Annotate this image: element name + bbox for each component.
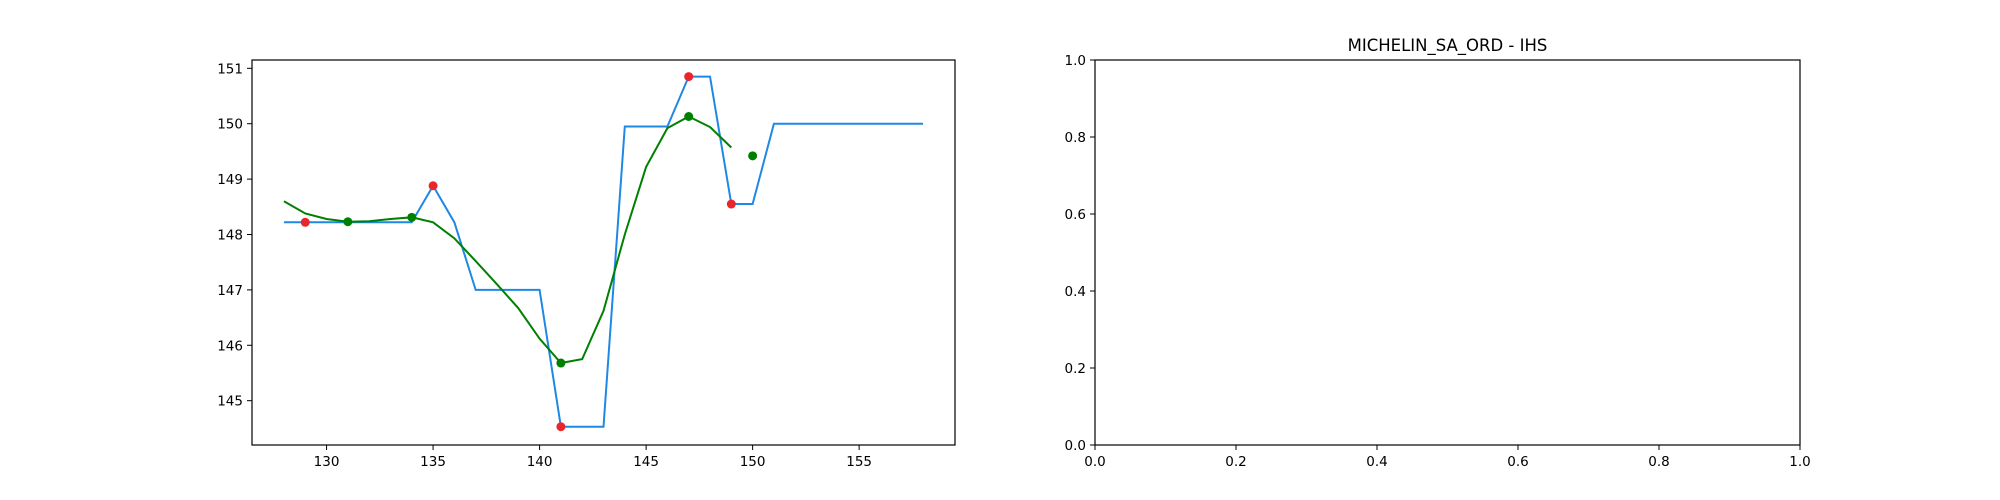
y-tick-label-3: 0.6 — [1065, 207, 1086, 223]
axes-frame-1 — [1094, 59, 1801, 446]
x-tick-label-4: 0.8 — [1648, 454, 1669, 470]
series-2-point-2 — [556, 422, 566, 432]
y-tick-label-0: 0.0 — [1065, 438, 1086, 454]
x-tick-label-3: 145 — [633, 454, 659, 470]
y-tick-label-4: 149 — [217, 172, 243, 188]
series-3-point-0 — [343, 217, 353, 227]
chart-title: MICHELIN_SA_ORD - IHS — [1348, 36, 1548, 56]
y-tick-label-2: 147 — [217, 283, 243, 299]
y-tick-label-0: 145 — [217, 394, 243, 410]
y-tick-label-1: 146 — [217, 338, 243, 354]
series-2-point-0 — [300, 217, 310, 227]
y-tick-label-4: 0.8 — [1065, 130, 1086, 146]
y-tick-label-3: 148 — [217, 227, 243, 243]
left-chart: 130 135 140 145 150 155 145 146 147 148 149 150 151 — [217, 59, 956, 470]
series-2-point-4 — [726, 199, 736, 209]
x-tick-label-2: 140 — [527, 454, 553, 470]
series-3-point-3 — [684, 112, 694, 122]
series-2-point-3 — [684, 72, 694, 82]
series-1-line — [283, 115, 733, 365]
x-tick-label-5: 1.0 — [1789, 454, 1810, 470]
series-2-point-1 — [428, 181, 438, 191]
series-3-point-2 — [556, 358, 566, 368]
x-tick-label-5: 155 — [846, 454, 872, 470]
x-tick-label-4: 150 — [740, 454, 766, 470]
y-tick-label-1: 0.2 — [1065, 361, 1086, 377]
series-3-point-4 — [748, 151, 758, 161]
y-tick-label-5: 150 — [217, 117, 243, 133]
series-3-point-1 — [407, 212, 417, 222]
y-tick-label-5: 1.0 — [1065, 53, 1086, 69]
y-tick-label-6: 151 — [217, 61, 243, 77]
x-tick-label-2: 0.4 — [1366, 454, 1387, 470]
x-tick-label-0: 0.0 — [1084, 454, 1105, 470]
x-tick-label-1: 0.2 — [1225, 454, 1246, 470]
right-chart: 0.0 0.2 0.4 0.6 0.8 1.0 0.0 0.2 0.4 0.6 0.8 1.0 MICH… — [1065, 36, 1811, 470]
y-tick-label-2: 0.4 — [1065, 284, 1086, 300]
axes-frame-0 — [251, 59, 956, 446]
x-tick-label-0: 130 — [314, 454, 340, 470]
x-tick-label-1: 135 — [420, 454, 446, 470]
series-0-line — [283, 75, 924, 428]
x-tick-label-3: 0.6 — [1507, 454, 1528, 470]
